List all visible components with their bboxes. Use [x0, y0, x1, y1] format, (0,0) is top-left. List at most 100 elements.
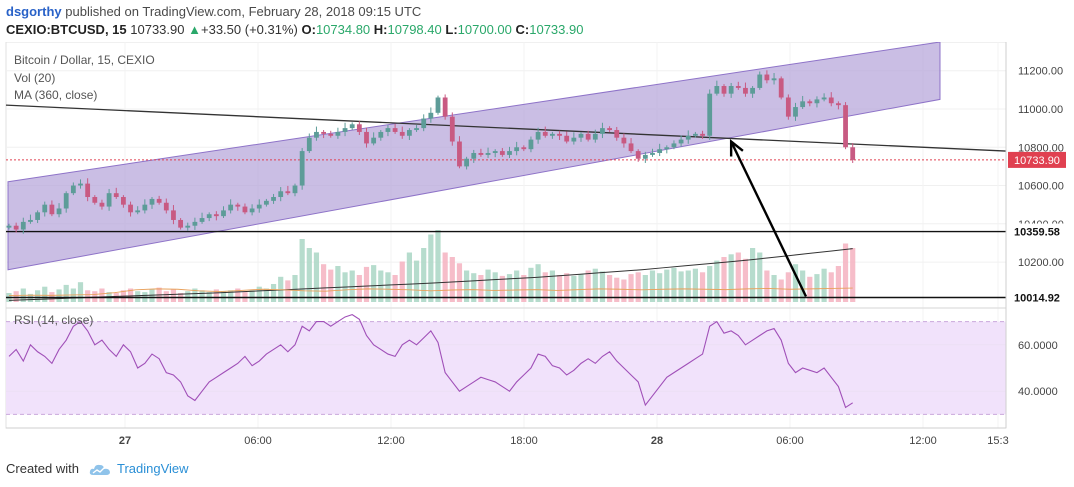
candle-body [442, 97, 448, 117]
volume-bar [499, 275, 505, 302]
volume-bar [313, 252, 320, 302]
candle-body [428, 112, 434, 119]
trend-line[interactable] [5, 104, 1007, 152]
volume-bar [135, 291, 141, 302]
volume-bar [549, 270, 555, 302]
candle-body [199, 218, 205, 222]
candle-body [614, 130, 620, 138]
volume-bar [649, 270, 656, 302]
candle-body [585, 133, 591, 140]
volume-bar [514, 270, 520, 302]
candle-body [728, 86, 734, 94]
candle-body [70, 185, 76, 194]
candle-body [271, 197, 276, 201]
rsi-axis[interactable]: 40.0000 60.0000 [1018, 340, 1058, 398]
candle-body [185, 225, 191, 228]
volume-bar [828, 272, 834, 302]
candle-body [492, 151, 498, 153]
rsi-line [8, 314, 853, 409]
candle-body [793, 107, 798, 117]
candle-body [421, 118, 427, 129]
horizontal-levels[interactable] [6, 230, 1006, 299]
chart-header: dsgorthy published on TradingView.com, F… [0, 0, 1074, 44]
volume-bar [778, 279, 784, 302]
candles [6, 70, 856, 234]
open-label: O: [301, 22, 316, 37]
volume-bar [13, 291, 19, 302]
candle-body [628, 143, 634, 152]
time-tick-label: 28 [651, 435, 663, 447]
candle-body [457, 141, 462, 167]
candle-body [35, 212, 40, 220]
rsi-tick-label: 40.0000 [1018, 386, 1058, 398]
volume-bar [35, 290, 41, 302]
volume-bar [85, 290, 91, 302]
tradingview-brand[interactable]: TradingView [116, 461, 189, 476]
candle-body [221, 210, 226, 217]
chart-area[interactable]: 10200.0010400.0010600.0010800.0011000.00… [0, 41, 1074, 452]
candle-body [342, 128, 348, 132]
volume-bar [492, 272, 498, 302]
volume-bar [707, 266, 713, 302]
volume-bar [199, 290, 205, 302]
volume-bar [585, 270, 591, 302]
volume-bar [235, 288, 241, 302]
volume-bar [428, 234, 434, 302]
candle-body [228, 204, 234, 211]
candle-body [757, 74, 763, 88]
volume-bar [807, 276, 813, 302]
candle-body [356, 124, 362, 132]
volume-bar [542, 272, 548, 302]
candle-body [292, 185, 298, 194]
candle-body [778, 78, 784, 98]
candle-body [671, 143, 677, 148]
volume-bar [464, 270, 470, 302]
time-tick-label: 12:00 [909, 435, 937, 447]
series-legend: Bitcoin / Dollar, 15, CEXIO [14, 53, 155, 67]
candle-body [242, 206, 248, 213]
volume-bar [528, 267, 534, 302]
footer: Created with TradingView [6, 461, 189, 476]
candle-body [213, 214, 219, 217]
volume-bars [6, 230, 856, 302]
level-price-tag-text: 10014.92 [1014, 292, 1060, 304]
candle-body [535, 131, 541, 140]
author-username[interactable]: dsgorthy [6, 4, 62, 19]
candle-body [106, 193, 112, 207]
candle-body [685, 135, 691, 140]
volume-bar [392, 275, 398, 302]
low-value: 10700.00 [457, 22, 512, 37]
candle-body [485, 152, 491, 155]
volume-bar [163, 291, 169, 302]
price-axis[interactable]: 10200.0010400.0010600.0010800.0011000.00… [1018, 66, 1064, 269]
candle-body [385, 128, 391, 132]
candle-body [514, 147, 520, 152]
candle-body [743, 87, 748, 94]
volume-bar [714, 260, 720, 302]
chart-svg[interactable]: 10200.0010400.0010600.0010800.0011000.00… [0, 41, 1074, 452]
volume-bar [192, 288, 198, 302]
time-axis[interactable]: 27 06:00 12:00 18:00 28 06:00 12:00 15:3 [119, 435, 1009, 447]
ma-legend: MA (360, close) [14, 88, 97, 102]
volume-bar [213, 289, 219, 302]
volume-bar [406, 252, 412, 302]
level-price-tag [1008, 223, 1066, 240]
volume-bar [371, 265, 377, 302]
close-label: C: [515, 22, 530, 37]
candle-body [800, 101, 806, 108]
volume-bar [299, 239, 305, 302]
time-tick-label: 15:3 [987, 435, 1008, 447]
candle-body [78, 183, 83, 186]
price-tags: 10733.90 10359.58 10014.92 [1008, 151, 1066, 306]
candle-body [163, 202, 169, 211]
volume-bar [635, 272, 641, 302]
volume-bar [642, 275, 648, 302]
candle-body [13, 225, 19, 230]
volume-bar [356, 275, 362, 302]
candle-body [20, 221, 26, 230]
candle-body [364, 131, 369, 144]
candle-body [314, 131, 319, 138]
volume-bar [742, 258, 749, 302]
volume-bar [228, 290, 234, 302]
arrow-annotation[interactable] [729, 139, 808, 298]
